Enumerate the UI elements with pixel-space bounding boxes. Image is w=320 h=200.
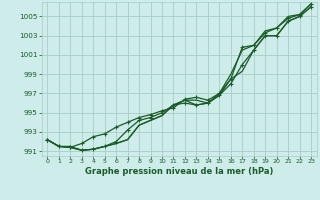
X-axis label: Graphe pression niveau de la mer (hPa): Graphe pression niveau de la mer (hPa) (85, 167, 273, 176)
